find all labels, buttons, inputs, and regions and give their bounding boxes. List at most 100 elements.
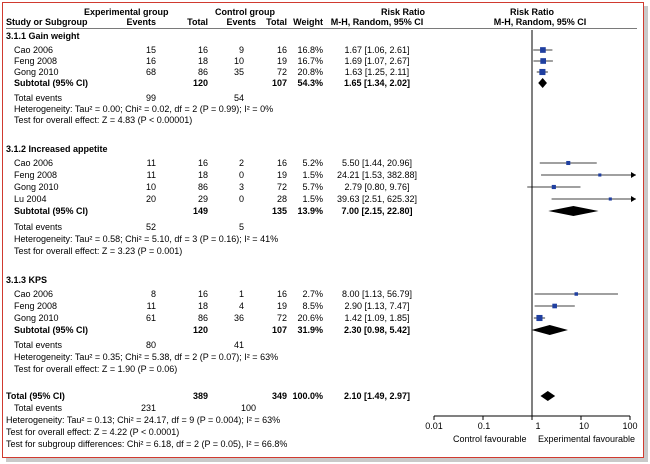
study-events-ctl: 3 bbox=[238, 182, 244, 192]
study-events-exp: 20 bbox=[145, 194, 156, 204]
study-risk-ratio: 39.63 [2.51, 625.32] bbox=[336, 194, 418, 204]
study-name: Gong 2010 bbox=[14, 182, 59, 192]
subtotal-weight: 13.9% bbox=[297, 206, 323, 216]
study-marker bbox=[539, 68, 546, 76]
study-marker bbox=[574, 292, 578, 296]
panel-frame bbox=[2, 2, 644, 458]
overall-total-label: Total (95% CI) bbox=[6, 391, 65, 401]
study-total-exp: 18 bbox=[197, 301, 208, 311]
study-name: Gong 2010 bbox=[14, 313, 59, 323]
study-events-exp: 8 bbox=[150, 289, 156, 299]
study-events-exp: 11 bbox=[146, 158, 156, 168]
study-total-exp: 16 bbox=[197, 158, 208, 168]
study-total-ctl: 28 bbox=[276, 194, 287, 204]
subtotal-total-exp: 149 bbox=[192, 206, 208, 216]
study-events-ctl: 9 bbox=[238, 45, 244, 55]
study-risk-ratio: 1.69 [1.07, 2.67] bbox=[344, 56, 410, 66]
study-total-ctl: 19 bbox=[276, 170, 287, 180]
total-events-label: Total events bbox=[14, 340, 63, 350]
study-risk-ratio: 1.63 [1.25, 2.11] bbox=[344, 67, 410, 77]
subtotal-total-ctl: 135 bbox=[271, 206, 287, 216]
study-weight: 1.5% bbox=[302, 194, 323, 204]
header-weight: Weight bbox=[293, 17, 323, 27]
forest-plot-panel bbox=[2, 2, 644, 458]
header-risk-ratio: Risk Ratio bbox=[381, 7, 426, 17]
pooled-diamond bbox=[540, 391, 556, 401]
overall-events-exp: 231 bbox=[140, 403, 156, 413]
study-name: Gong 2010 bbox=[14, 67, 59, 77]
overall-effect: Test for overall effect: Z = 4.22 (P < 0… bbox=[6, 427, 180, 437]
pooled-diamond bbox=[548, 206, 599, 216]
subtotal-label: Subtotal (95% CI) bbox=[14, 325, 89, 335]
study-name: Cao 2006 bbox=[14, 45, 54, 55]
pooled-diamond bbox=[531, 325, 568, 335]
overall-effect-text: Test for overall effect: Z = 4.83 (P < 0… bbox=[14, 115, 193, 125]
study-events-ctl: 36 bbox=[233, 313, 244, 323]
study-name: Cao 2006 bbox=[14, 289, 54, 299]
study-weight: 1.5% bbox=[302, 170, 323, 180]
total-events-exp: 52 bbox=[145, 222, 156, 232]
study-events-exp: 11 bbox=[146, 301, 156, 311]
axis-tick-label: 0.1 bbox=[477, 421, 491, 431]
subgroup-title: 3.1.2 Increased appetite bbox=[6, 144, 108, 154]
study-weight: 5.2% bbox=[302, 158, 323, 168]
heterogeneity-text: Heterogeneity: Tau² = 0.35; Chi² = 5.38,… bbox=[14, 352, 279, 362]
header-experimental-group: Experimental group bbox=[84, 7, 169, 17]
study-events-ctl: 0 bbox=[238, 194, 244, 204]
study-weight: 20.8% bbox=[297, 67, 323, 77]
header-events-ctl: Events bbox=[226, 17, 256, 27]
study-marker bbox=[566, 160, 571, 166]
study-marker bbox=[540, 58, 547, 64]
subtotal-weight: 31.9% bbox=[297, 325, 323, 335]
total-events-exp: 80 bbox=[145, 340, 156, 350]
study-risk-ratio: 5.50 [1.44, 20.96] bbox=[341, 158, 413, 168]
study-total-ctl: 72 bbox=[276, 313, 287, 323]
study-marker bbox=[551, 184, 556, 190]
overall-total-risk-ratio: 2.10 [1.49, 2.97] bbox=[343, 391, 411, 401]
header-study: Study or Subgroup bbox=[6, 17, 88, 27]
study-events-exp: 11 bbox=[146, 170, 156, 180]
overall-effect-text: Test for overall effect: Z = 1.90 (P = 0… bbox=[14, 364, 178, 374]
axis-tick-label: 1 bbox=[535, 421, 541, 431]
overall-heterogeneity: Heterogeneity: Tau² = 0.13; Chi² = 24.17… bbox=[6, 415, 281, 425]
total-events-ctl: 5 bbox=[238, 222, 244, 232]
header-total-exp: Total bbox=[187, 17, 208, 27]
study-risk-ratio: 1.42 [1.09, 1.85] bbox=[344, 313, 410, 323]
total-events-exp: 99 bbox=[145, 93, 156, 103]
subtotal-weight: 54.3% bbox=[297, 78, 323, 88]
study-weight: 20.6% bbox=[297, 313, 323, 323]
study-marker bbox=[608, 197, 612, 201]
study-weight: 5.7% bbox=[302, 182, 323, 192]
study-events-exp: 10 bbox=[145, 182, 156, 192]
study-total-ctl: 16 bbox=[276, 158, 287, 168]
study-total-exp: 16 bbox=[197, 45, 208, 55]
study-total-ctl: 19 bbox=[276, 56, 287, 66]
heterogeneity-text: Heterogeneity: Tau² = 0.58; Chi² = 5.10,… bbox=[14, 234, 279, 244]
study-events-exp: 15 bbox=[145, 45, 156, 55]
overall-effect-text: Test for overall effect: Z = 3.23 (P = 0… bbox=[14, 246, 183, 256]
subgroup-title: 3.1.3 KPS bbox=[6, 275, 48, 285]
study-events-ctl: 4 bbox=[238, 301, 244, 311]
axis-tick-label: 10 bbox=[578, 421, 589, 431]
study-events-exp: 16 bbox=[145, 56, 156, 66]
subtotal-risk-ratio: 2.30 [0.98, 5.42] bbox=[343, 325, 411, 335]
study-events-ctl: 10 bbox=[233, 56, 244, 66]
subtotal-risk-ratio: 7.00 [2.15, 22.80] bbox=[341, 206, 413, 216]
study-risk-ratio: 8.00 [1.13, 56.79] bbox=[341, 289, 413, 299]
total-events-ctl: 54 bbox=[233, 93, 244, 103]
subtotal-total-exp: 120 bbox=[192, 78, 208, 88]
study-total-exp: 16 bbox=[197, 289, 208, 299]
total-events-ctl: 41 bbox=[233, 340, 244, 350]
study-events-ctl: 2 bbox=[238, 158, 244, 168]
study-weight: 8.5% bbox=[302, 301, 323, 311]
total-events-label: Total events bbox=[14, 93, 63, 103]
total-events-label: Total events bbox=[14, 222, 63, 232]
subtotal-label: Subtotal (95% CI) bbox=[14, 206, 89, 216]
study-weight: 16.7% bbox=[297, 56, 323, 66]
subtotal-total-ctl: 107 bbox=[271, 78, 287, 88]
overall-events-label: Total events bbox=[14, 403, 63, 413]
study-total-ctl: 16 bbox=[276, 45, 287, 55]
study-marker bbox=[536, 314, 543, 322]
study-total-exp: 29 bbox=[197, 194, 208, 204]
